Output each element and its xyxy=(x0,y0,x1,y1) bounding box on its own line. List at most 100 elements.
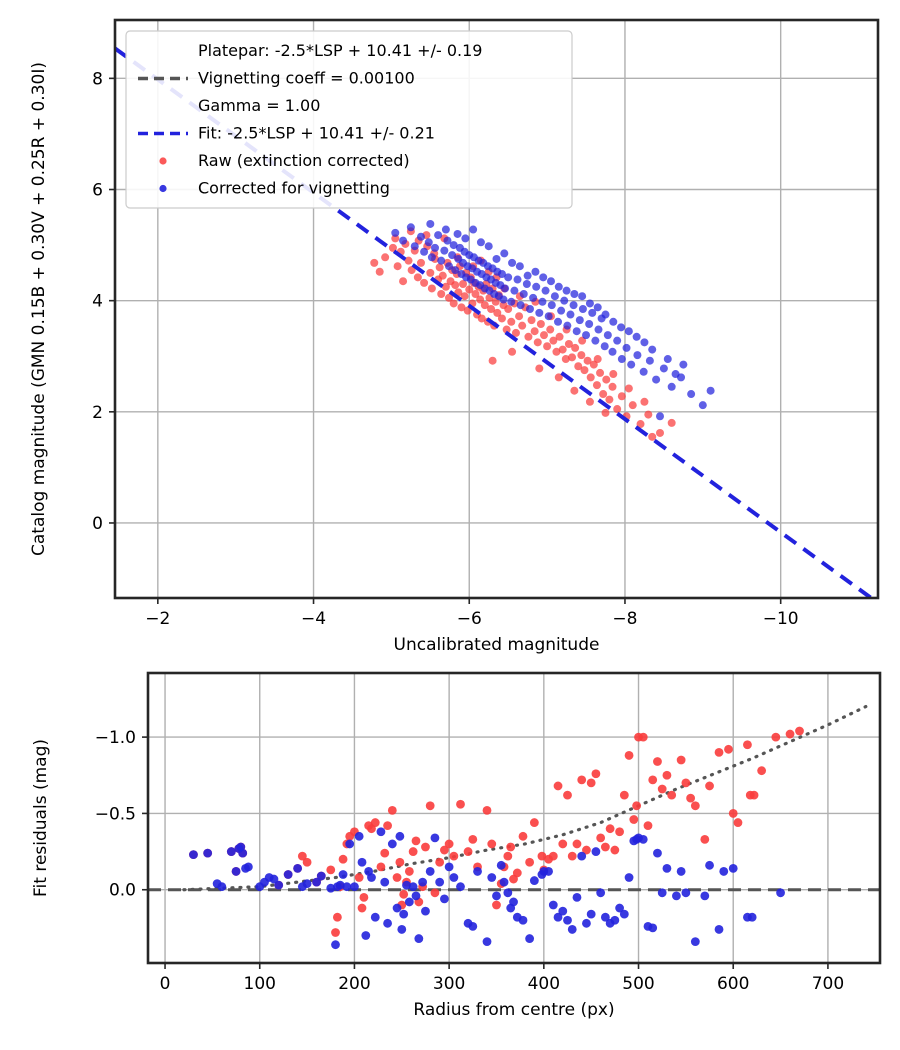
data-point xyxy=(461,234,470,243)
data-point xyxy=(594,325,603,334)
data-point xyxy=(568,353,577,362)
data-point xyxy=(465,285,474,294)
data-point xyxy=(600,842,610,852)
data-point xyxy=(563,915,572,925)
data-point xyxy=(370,818,380,827)
x-axis-label: Radius from centre (px) xyxy=(413,1000,614,1020)
data-point xyxy=(605,395,614,404)
data-layer xyxy=(115,46,875,598)
data-point xyxy=(426,219,435,228)
data-point xyxy=(554,282,563,291)
data-point xyxy=(632,332,641,341)
data-point xyxy=(449,299,458,308)
legend-label: Gamma = 1.00 xyxy=(198,96,320,115)
legend-item[interactable]: Gamma = 1.00 xyxy=(198,96,320,115)
data-point xyxy=(686,793,696,803)
data-point xyxy=(460,292,469,301)
data-point xyxy=(376,827,386,837)
data-point xyxy=(619,909,629,919)
data-point xyxy=(681,778,691,788)
data-point xyxy=(492,900,501,910)
legend-background xyxy=(125,30,573,209)
data-point xyxy=(435,263,444,272)
data-point xyxy=(690,801,700,811)
data-point xyxy=(425,801,435,811)
x-tick-label: −2 xyxy=(145,609,170,629)
data-point xyxy=(226,847,236,856)
data-point xyxy=(593,303,602,312)
data-point xyxy=(560,296,569,305)
data-point xyxy=(719,867,729,876)
y-axis-label: Fit residuals (mag) xyxy=(31,739,51,897)
data-point xyxy=(667,790,677,800)
data-point xyxy=(619,790,629,800)
data-point xyxy=(567,851,577,861)
x-tick-label: 600 xyxy=(717,974,749,994)
data-point xyxy=(561,355,570,364)
data-point xyxy=(469,225,478,234)
data-point xyxy=(549,336,558,345)
axes-photometric-calibration-plot: −2 −4 −6 −8 −10 0 2 4 6 8 Uncalibrated magnitude Ca… xyxy=(29,18,880,655)
data-point xyxy=(421,906,430,916)
data-point xyxy=(615,827,624,837)
data-point xyxy=(302,879,312,889)
data-point xyxy=(580,366,589,375)
data-point xyxy=(563,321,572,330)
data-point xyxy=(497,269,506,278)
data-point xyxy=(388,243,397,252)
data-point xyxy=(501,284,510,293)
data-point xyxy=(592,381,601,390)
data-point xyxy=(331,928,340,937)
data-point xyxy=(392,873,402,882)
data-point xyxy=(572,327,581,336)
data-point xyxy=(518,831,528,841)
data-point xyxy=(518,321,527,330)
data-point xyxy=(645,356,654,365)
legend-item[interactable]: Raw (extinction corrected) xyxy=(159,151,410,170)
data-point xyxy=(361,931,371,940)
legend-item[interactable]: Fit: -2.5*LSP + 10.41 +/- 0.21 xyxy=(138,124,435,143)
data-point xyxy=(562,286,571,295)
data-point xyxy=(383,918,392,928)
scatter-series xyxy=(370,227,676,441)
data-point xyxy=(601,310,610,319)
data-point xyxy=(443,236,452,245)
data-point xyxy=(492,254,501,263)
data-point xyxy=(515,262,524,271)
legend-item[interactable]: Corrected for vignetting xyxy=(159,179,390,198)
data-point xyxy=(672,891,681,901)
data-point xyxy=(516,301,525,310)
data-point xyxy=(582,845,591,855)
data-point xyxy=(438,271,447,280)
legend-item[interactable]: Vignetting coeff = 0.00100 xyxy=(138,69,415,88)
data-point xyxy=(640,338,649,347)
data-point xyxy=(354,831,364,841)
y-axis-label: Catalog magnitude (GMN 0.15B + 0.30V + 0… xyxy=(29,62,49,556)
data-point xyxy=(795,726,804,736)
data-point xyxy=(519,289,528,298)
data-point xyxy=(624,327,633,336)
data-point xyxy=(728,809,738,818)
data-point xyxy=(217,882,227,892)
x-tick-label: −4 xyxy=(301,609,326,629)
data-point xyxy=(596,888,606,898)
data-point xyxy=(506,842,516,852)
legend-item[interactable]: Platepar: -2.5*LSP + 10.41 +/- 0.19 xyxy=(198,41,482,60)
data-point xyxy=(399,889,409,899)
data-point xyxy=(609,370,618,379)
data-point xyxy=(444,862,454,872)
data-point xyxy=(698,401,707,410)
data-point xyxy=(544,312,553,321)
data-point xyxy=(383,821,392,831)
axes-frame xyxy=(146,671,882,965)
data-point xyxy=(420,278,429,287)
vignetting-model-curve xyxy=(182,704,868,892)
data-point xyxy=(484,242,493,251)
data-point xyxy=(424,238,433,247)
x-tick-label: 300 xyxy=(433,974,465,994)
data-point xyxy=(529,293,538,302)
data-point xyxy=(312,877,321,887)
data-point xyxy=(338,854,348,864)
data-point xyxy=(507,297,516,306)
data-point xyxy=(776,888,785,898)
